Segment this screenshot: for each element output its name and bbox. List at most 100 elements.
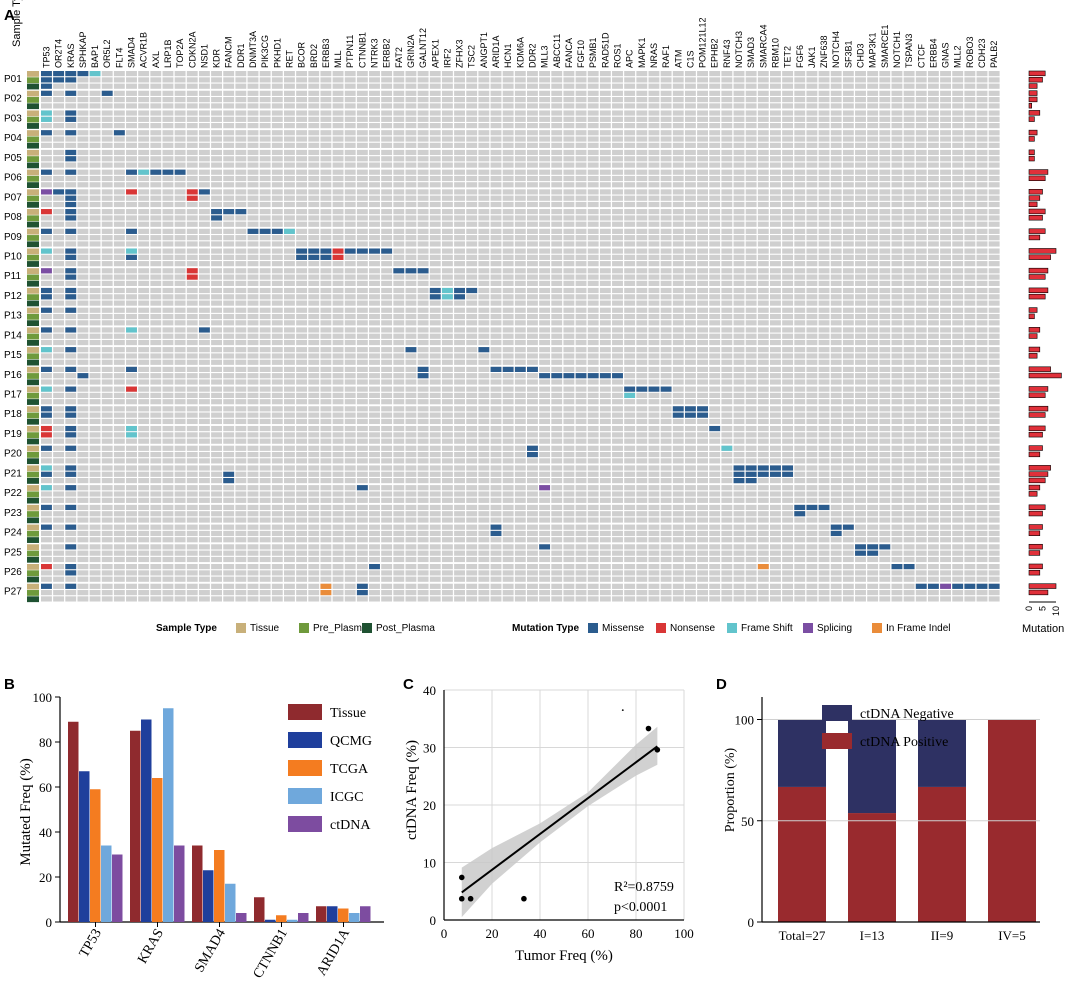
empty-cell xyxy=(174,142,186,148)
empty-cell xyxy=(198,268,210,274)
empty-cell xyxy=(964,71,976,77)
empty-cell xyxy=(53,465,65,471)
empty-cell xyxy=(211,130,222,136)
empty-cell xyxy=(612,399,623,405)
empty-cell xyxy=(842,339,854,346)
empty-cell xyxy=(113,274,125,280)
empty-cell xyxy=(381,373,393,379)
empty-cell xyxy=(77,175,89,182)
empty-cell xyxy=(988,162,1000,168)
empty-cell xyxy=(599,366,611,372)
empty-cell xyxy=(89,465,101,471)
empty-cell xyxy=(964,261,976,267)
empty-cell xyxy=(830,399,842,405)
empty-cell xyxy=(247,339,259,346)
empty-cell xyxy=(563,110,575,116)
empty-cell xyxy=(271,379,283,385)
empty-cell xyxy=(454,412,465,418)
empty-cell xyxy=(551,215,563,221)
empty-cell xyxy=(138,209,150,215)
empty-cell xyxy=(672,156,684,162)
empty-cell xyxy=(466,189,478,195)
empty-cell xyxy=(89,438,101,444)
empty-cell xyxy=(818,438,830,444)
empty-cell xyxy=(952,228,964,234)
empty-cell xyxy=(757,182,769,188)
empty-cell xyxy=(271,347,283,353)
empty-cell xyxy=(927,110,939,116)
empty-cell xyxy=(976,418,988,425)
empty-cell xyxy=(527,300,538,306)
empty-cell xyxy=(77,465,89,471)
empty-cell xyxy=(344,412,356,418)
empty-cell xyxy=(721,379,733,385)
empty-cell xyxy=(138,90,150,96)
empty-cell xyxy=(247,175,259,182)
empty-cell xyxy=(259,189,271,195)
empty-cell xyxy=(259,300,271,306)
empty-cell xyxy=(405,110,417,116)
empty-cell xyxy=(101,248,113,254)
empty-cell xyxy=(356,241,368,247)
empty-cell xyxy=(782,425,794,432)
empty-cell xyxy=(697,136,708,142)
empty-cell xyxy=(575,241,587,247)
empty-cell xyxy=(697,228,708,234)
empty-cell xyxy=(539,169,551,175)
empty-cell xyxy=(940,399,951,405)
empty-cell xyxy=(466,300,478,306)
empty-cell xyxy=(927,241,939,247)
empty-cell xyxy=(247,432,259,438)
empty-cell xyxy=(721,209,733,215)
empty-cell xyxy=(405,248,417,254)
empty-cell xyxy=(150,465,162,471)
empty-cell xyxy=(770,248,781,254)
empty-cell xyxy=(138,386,150,392)
empty-cell xyxy=(709,353,721,359)
empty-cell xyxy=(842,379,854,385)
empty-cell xyxy=(174,307,186,313)
empty-cell xyxy=(441,241,453,247)
empty-cell xyxy=(53,438,65,444)
empty-cell xyxy=(818,116,830,122)
empty-cell xyxy=(514,83,526,89)
empty-cell xyxy=(490,406,502,412)
empty-cell xyxy=(89,90,101,96)
gene-label: GRIN2A xyxy=(406,34,416,68)
empty-cell xyxy=(915,294,927,300)
empty-cell xyxy=(806,425,818,432)
empty-cell xyxy=(441,248,453,254)
empty-cell xyxy=(198,175,210,182)
empty-cell xyxy=(356,445,368,451)
empty-cell xyxy=(320,333,332,339)
empty-cell xyxy=(587,320,599,326)
gene-label: ERBB3 xyxy=(321,38,331,68)
patient-label: P20 xyxy=(4,449,22,460)
empty-cell xyxy=(441,90,453,96)
empty-cell xyxy=(794,451,806,458)
empty-cell xyxy=(101,280,113,286)
empty-cell xyxy=(454,103,465,109)
empty-cell xyxy=(478,201,490,208)
empty-cell xyxy=(842,97,854,103)
empty-cell xyxy=(211,280,222,286)
empty-cell xyxy=(587,71,599,77)
empty-cell xyxy=(441,300,453,306)
empty-cell xyxy=(369,156,380,162)
empty-cell xyxy=(332,406,344,412)
empty-cell xyxy=(684,209,696,215)
empty-cell xyxy=(903,175,915,182)
empty-cell xyxy=(478,209,490,215)
empty-cell xyxy=(794,261,806,267)
empty-cell xyxy=(551,300,563,306)
empty-cell xyxy=(41,379,52,385)
empty-cell xyxy=(770,110,781,116)
empty-cell xyxy=(429,209,441,215)
empty-cell xyxy=(454,432,465,438)
empty-cell xyxy=(211,156,222,162)
empty-cell xyxy=(855,254,866,260)
empty-cell xyxy=(89,201,101,208)
empty-cell xyxy=(940,182,951,188)
empty-cell xyxy=(879,280,891,286)
empty-cell xyxy=(964,136,976,142)
